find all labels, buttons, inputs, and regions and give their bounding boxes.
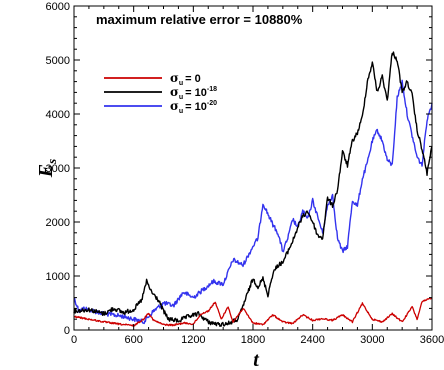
legend-entry-label: σu = 10-18: [170, 85, 217, 101]
legend-sigma: σ: [170, 71, 179, 85]
annotation-text: maximum relative error = 10880%: [96, 12, 303, 27]
legend-value: = 0: [185, 73, 201, 85]
x-tick-label: 1800: [241, 334, 265, 346]
y-axis-label-main: E: [35, 164, 57, 178]
y-tick-label: 2000: [46, 217, 70, 229]
y-axis-label-sub: s: [44, 159, 59, 165]
x-tick-label: 3600: [420, 334, 444, 346]
x-tick-label: 600: [124, 334, 142, 346]
x-tick-label: 2400: [300, 334, 324, 346]
x-tick-label: 1200: [181, 334, 205, 346]
y-tick-label: 6000: [46, 1, 70, 13]
legend-subscript: u: [179, 80, 183, 87]
y-axis-label: Es: [35, 159, 59, 178]
legend-exponent: -20: [207, 100, 217, 107]
y-tick-label: 4000: [46, 109, 70, 121]
series-line-1: [73, 51, 433, 328]
legend-exponent: -18: [207, 86, 217, 93]
legend-subscript: u: [179, 108, 183, 115]
series-line-2: [73, 79, 433, 325]
legend-sigma: σ: [170, 99, 179, 113]
legend-entry-label: σu = 0: [170, 71, 201, 87]
legend-entry-label: σu = 10-20: [170, 99, 217, 115]
legend-value: = 10: [185, 101, 207, 113]
data-layer: [73, 51, 433, 328]
y-tick-label: 1000: [46, 271, 70, 283]
x-tick-label: 0: [71, 334, 77, 346]
legend-sigma: σ: [170, 85, 179, 99]
legend-value: = 10: [185, 87, 207, 99]
legend-subscript: u: [179, 94, 183, 101]
x-tick-label: 3000: [360, 334, 384, 346]
y-tick-label: 0: [64, 325, 70, 337]
y-tick-label: 3000: [46, 163, 70, 175]
x-axis-label: t: [253, 349, 260, 370]
series-line-0: [73, 297, 433, 327]
axis-ticks: 0 600 1200 1800 2400 3000 3600 0 1000 2000 3000 400…: [46, 1, 444, 346]
y-tick-label: 5000: [46, 55, 70, 67]
